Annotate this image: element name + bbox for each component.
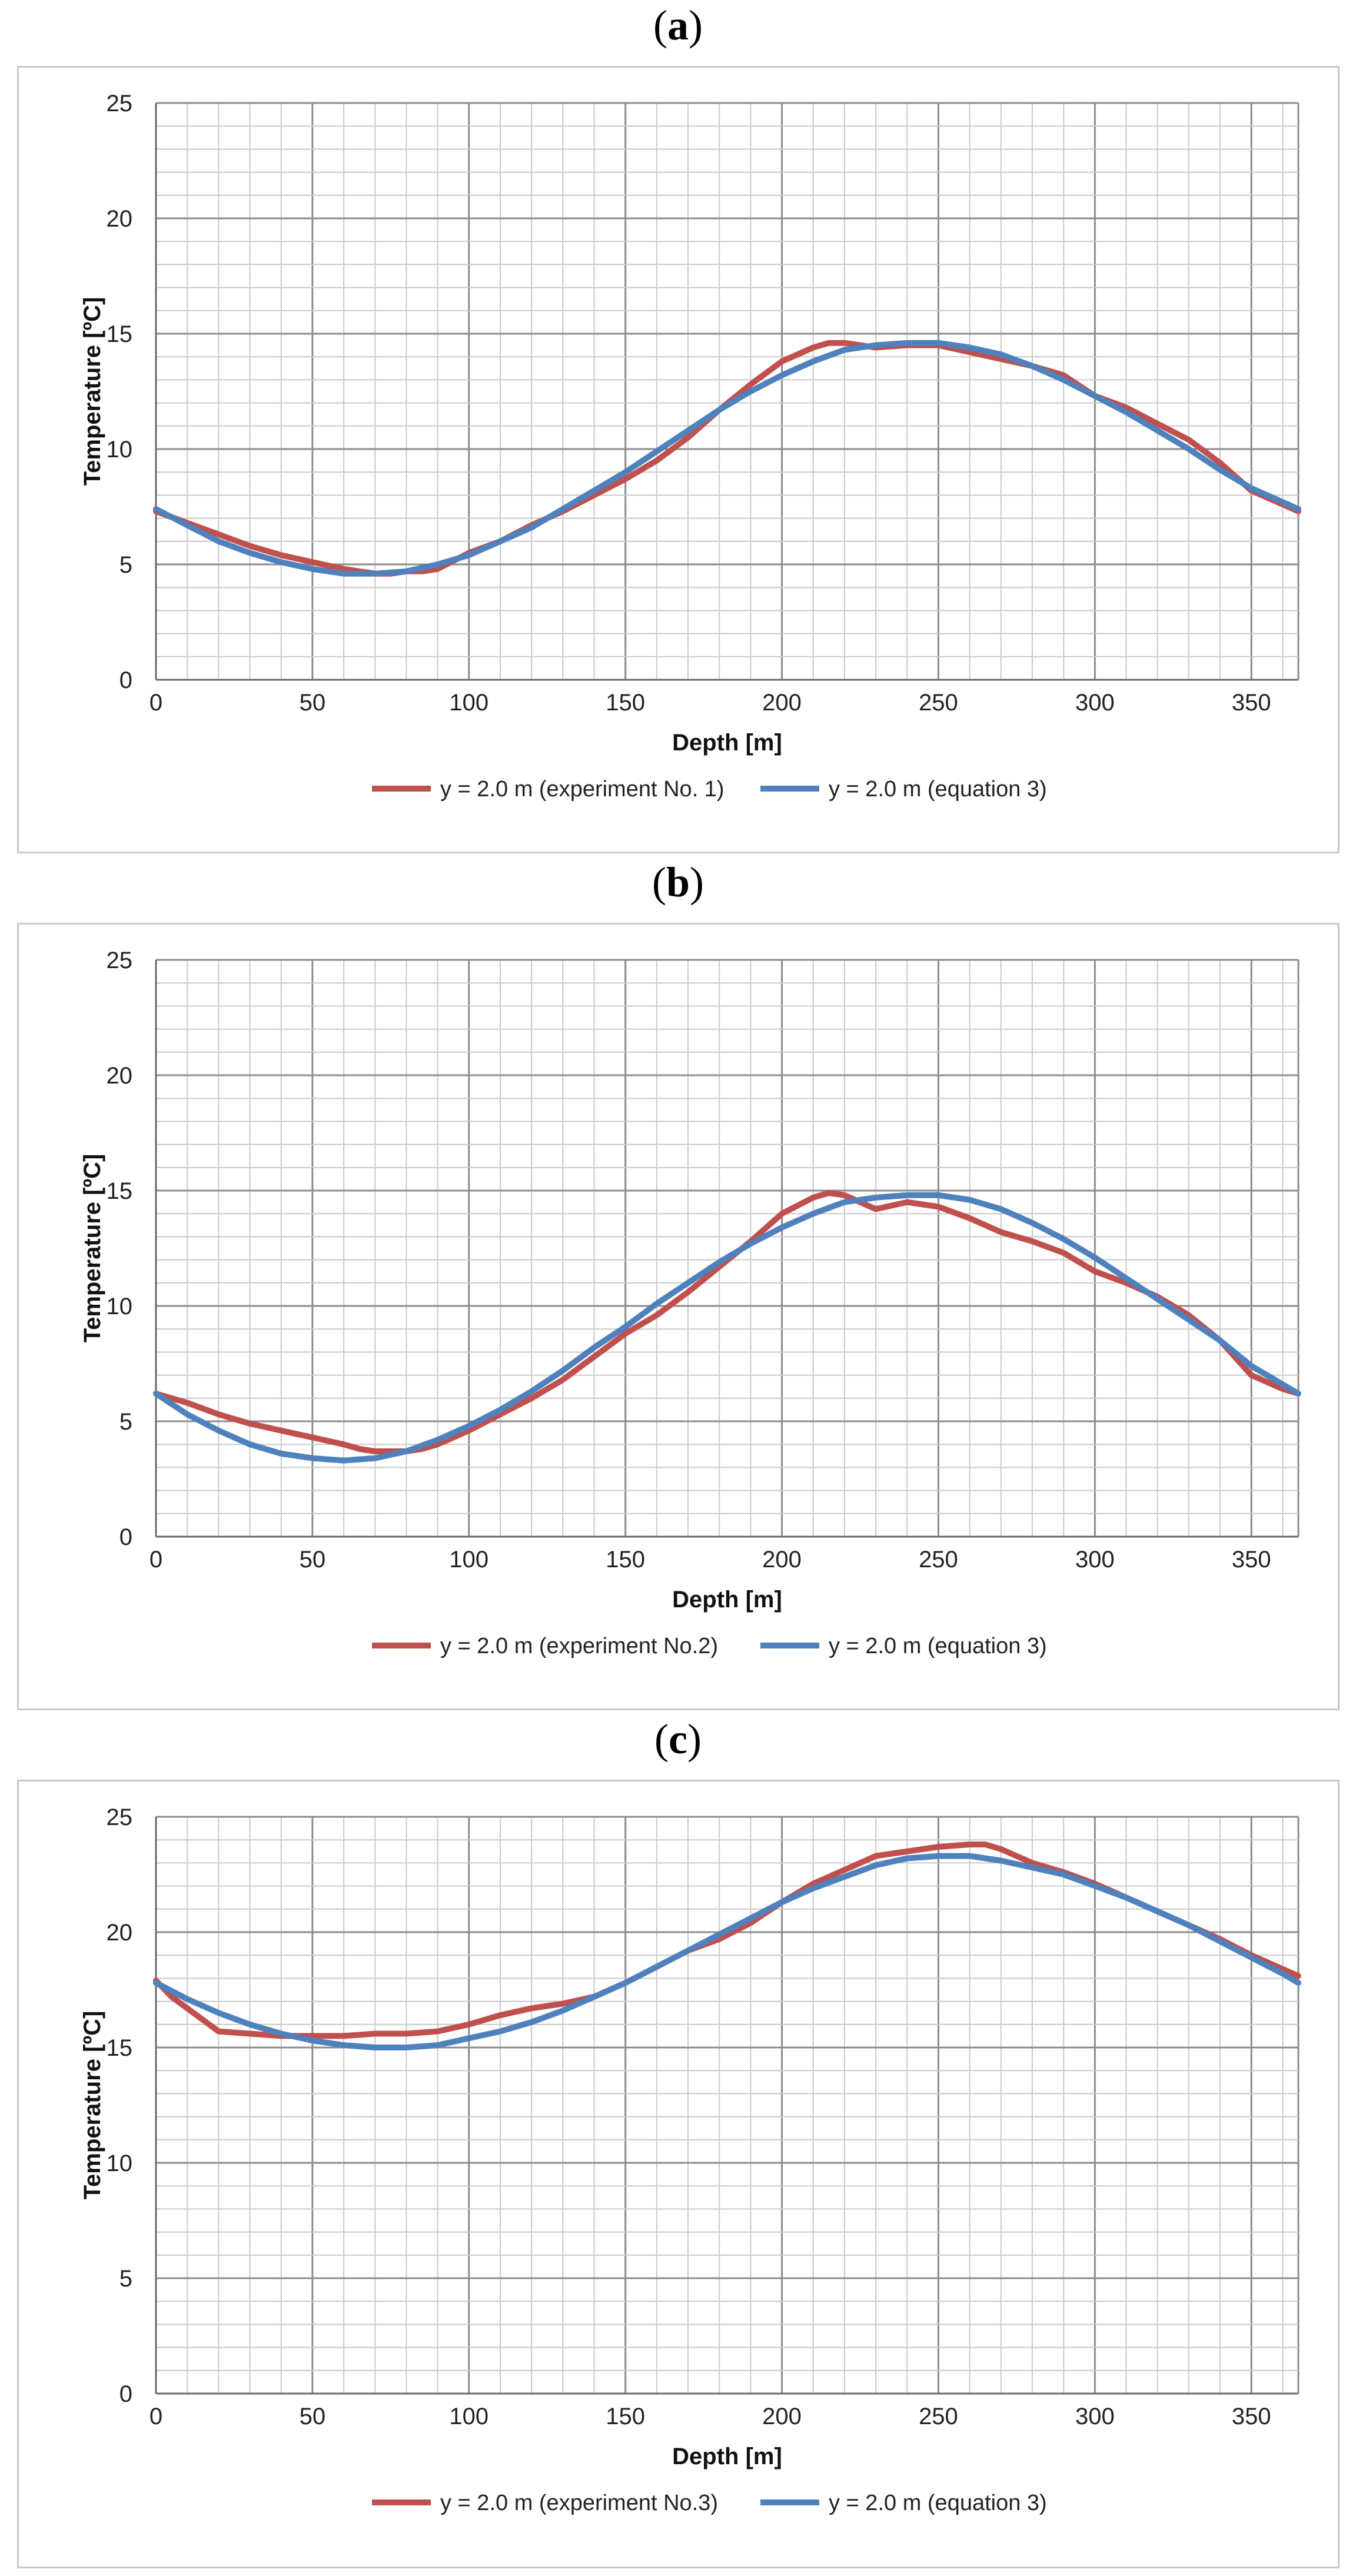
x-tick-label: 100 xyxy=(449,690,488,716)
series-line-experiment xyxy=(153,1842,1301,2039)
series-line-experiment xyxy=(153,1189,1301,1454)
y-tick-label: 25 xyxy=(107,91,133,117)
x-tick-label: 0 xyxy=(149,1547,162,1573)
legend-label-equation: y = 2.0 m (equation 3) xyxy=(829,2491,1047,2515)
y-tick-label: 5 xyxy=(119,552,132,578)
series-line-equation xyxy=(153,340,1301,577)
legend-label-experiment: y = 2.0 m (experiment No.2) xyxy=(440,1634,718,1658)
y-tick-label: 5 xyxy=(119,1409,132,1435)
x-axis-title: Depth [m] xyxy=(672,2444,782,2469)
x-tick-label: 100 xyxy=(449,1547,488,1573)
x-tick-label: 300 xyxy=(1075,1547,1115,1573)
x-tick-label: 150 xyxy=(606,2404,645,2429)
chart-panel-b: 0 50 100 150 200 250 300 350 0 5 10 15 20 25 Depth [m]… xyxy=(17,923,1340,1710)
x-tick-label: 150 xyxy=(606,690,645,716)
legend-label-experiment: y = 2.0 m (experiment No.3) xyxy=(440,2491,718,2515)
x-tick-label: 350 xyxy=(1232,2404,1271,2429)
x-axis-title: Depth [m] xyxy=(672,730,782,756)
y-tick-label: 15 xyxy=(107,2035,133,2061)
y-tick-label: 20 xyxy=(107,206,133,232)
y-axis-title: Temperature [ºC] xyxy=(79,297,105,486)
grid xyxy=(155,1816,1300,2395)
y-tick-label: 5 xyxy=(119,2266,132,2292)
y-tick-label: 0 xyxy=(119,1524,132,1550)
x-tick-label: 200 xyxy=(762,1547,802,1573)
chart-panel-a: 0 50 100 150 200 250 300 350 0 5 10 15 20 25 Depth [m]… xyxy=(17,66,1340,853)
y-tick-label: 10 xyxy=(107,1294,133,1319)
panel-label-a: (a) xyxy=(653,2,703,49)
grid xyxy=(155,102,1300,681)
series-line-experiment xyxy=(153,340,1301,577)
y-tick-label: 25 xyxy=(107,948,133,973)
x-tick-label: 200 xyxy=(762,2404,802,2429)
legend-label-experiment: y = 2.0 m (experiment No. 1) xyxy=(440,777,724,802)
legend-label-equation: y = 2.0 m (equation 3) xyxy=(829,777,1047,802)
x-tick-label: 300 xyxy=(1075,2404,1115,2429)
y-tick-label: 0 xyxy=(119,667,132,693)
y-tick-label: 10 xyxy=(107,2150,133,2176)
x-tick-label: 250 xyxy=(919,1547,958,1573)
grid xyxy=(155,959,1300,1538)
y-tick-label: 20 xyxy=(107,1063,133,1089)
x-tick-label: 300 xyxy=(1075,690,1115,716)
x-tick-label: 50 xyxy=(300,2404,326,2429)
x-tick-label: 150 xyxy=(606,1547,645,1573)
x-tick-label: 200 xyxy=(762,690,802,716)
x-tick-label: 250 xyxy=(919,2404,958,2429)
x-tick-label: 0 xyxy=(149,2404,162,2429)
chart-c-svg: 0 50 100 150 200 250 300 350 0 5 10 15 20 25 Depth [m]… xyxy=(79,1804,1301,2515)
y-tick-label: 15 xyxy=(107,321,133,347)
y-tick-label: 0 xyxy=(119,2381,132,2407)
chart-panel-c: 0 50 100 150 200 250 300 350 0 5 10 15 20 25 Depth [m]… xyxy=(17,1780,1340,2568)
chart-b-svg: 0 50 100 150 200 250 300 350 0 5 10 15 20 25 Depth [m]… xyxy=(79,948,1301,1658)
x-tick-label: 350 xyxy=(1232,690,1271,716)
x-tick-label: 350 xyxy=(1232,1547,1271,1573)
y-axis-title: Temperature [ºC] xyxy=(79,1154,105,1343)
y-tick-label: 15 xyxy=(107,1178,133,1204)
x-tick-label: 0 xyxy=(149,690,162,716)
panel-label-c: (c) xyxy=(654,1716,702,1763)
x-tick-label: 250 xyxy=(919,690,958,716)
y-tick-label: 25 xyxy=(107,1804,133,1830)
x-tick-label: 100 xyxy=(449,2404,488,2429)
series-line-equation xyxy=(153,1853,1301,2050)
x-tick-label: 50 xyxy=(300,690,326,716)
series-line-equation xyxy=(153,1192,1301,1464)
chart-a-svg: 0 50 100 150 200 250 300 350 0 5 10 15 20 25 Depth [m]… xyxy=(79,91,1301,802)
y-axis-title: Temperature [ºC] xyxy=(79,2011,105,2200)
legend-label-equation: y = 2.0 m (equation 3) xyxy=(829,1634,1047,1658)
y-tick-label: 20 xyxy=(107,1920,133,1946)
y-tick-label: 10 xyxy=(107,437,133,463)
x-axis-title: Depth [m] xyxy=(672,1587,782,1613)
x-tick-label: 50 xyxy=(300,1547,326,1573)
panel-label-b: (b) xyxy=(652,859,704,906)
